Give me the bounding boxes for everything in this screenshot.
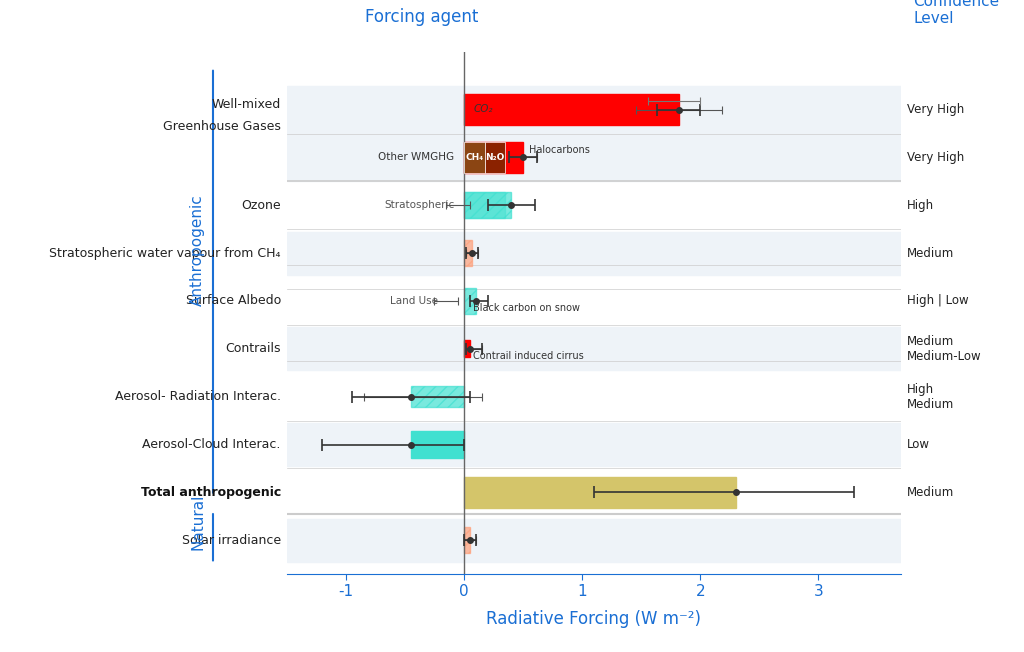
Text: Greenhouse Gases: Greenhouse Gases [163,120,281,133]
Text: Very High: Very High [907,103,965,116]
Bar [287,519,901,562]
Text: High
Medium: High Medium [907,383,954,411]
Text: Halocarbons: Halocarbons [529,145,590,155]
Bar [287,471,901,514]
Bar [464,527,470,554]
Bar [287,375,901,418]
Bar [411,432,464,458]
Text: Black carbon on snow: Black carbon on snow [473,303,581,313]
Bar [464,142,485,173]
Bar [287,134,901,181]
Text: Aerosol- Radiation Interac.: Aerosol- Radiation Interac. [115,390,281,403]
Text: Stratospheric water vapour from CH₄: Stratospheric water vapour from CH₄ [49,246,281,259]
Text: High | Low: High | Low [907,295,969,308]
Bar [464,477,735,508]
Bar [464,340,470,357]
Text: CO₂: CO₂ [473,104,493,113]
Text: Medium: Medium [907,246,954,259]
Text: Total anthropogenic: Total anthropogenic [140,486,281,499]
Text: Contrails: Contrails [225,342,281,355]
Bar [464,240,472,266]
Text: Aerosol-Cloud Interac.: Aerosol-Cloud Interac. [142,438,281,451]
Text: Stratospheric: Stratospheric [384,200,455,211]
Text: Natural: Natural [190,494,205,550]
Text: CH₄: CH₄ [466,153,483,162]
X-axis label: Radiative Forcing (W m⁻²): Radiative Forcing (W m⁻²) [486,610,701,629]
Text: Medium: Medium [907,486,954,499]
Text: Confidence
Level: Confidence Level [913,0,999,26]
Text: Anthropogenic: Anthropogenic [190,194,205,306]
Bar [411,386,464,408]
Text: Surface Albedo: Surface Albedo [185,295,281,308]
Text: Medium
Medium-Low: Medium Medium-Low [907,335,982,363]
Text: Very High: Very High [907,151,965,164]
Bar [485,142,505,173]
Bar [464,94,679,125]
Text: Contrail induced cirrus: Contrail induced cirrus [473,351,584,361]
Bar [287,231,901,274]
Bar [464,142,523,173]
Text: High: High [907,199,934,212]
Text: Well-mixed: Well-mixed [212,98,281,111]
Bar [287,327,901,370]
Text: Forcing agent: Forcing agent [366,8,478,26]
Text: Solar irradiance: Solar irradiance [181,534,281,547]
Text: Land Use: Land Use [390,296,438,306]
Bar [464,192,511,218]
Text: Low: Low [907,438,930,451]
Text: Ozone: Ozone [242,199,281,212]
Bar [287,85,901,134]
Bar [464,288,476,314]
Text: Other WMGHG: Other WMGHG [379,153,455,162]
Text: N₂O: N₂O [485,153,505,162]
Bar [287,423,901,466]
Bar [287,280,901,323]
Bar [287,184,901,227]
Bar [464,192,505,218]
